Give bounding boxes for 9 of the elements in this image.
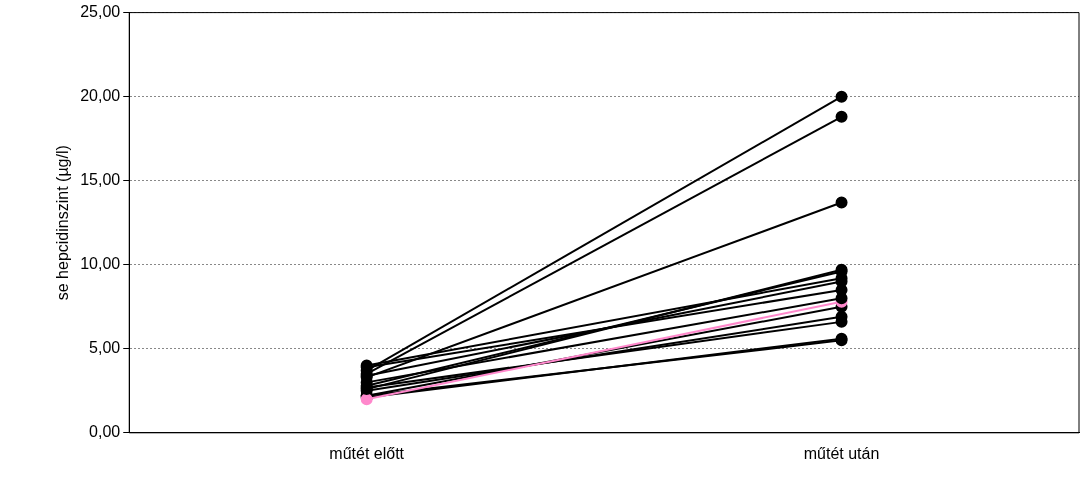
y-axis-title: se hepcidinszint (µg/l) (54, 145, 72, 301)
y-tick-label: 25,00 (80, 3, 121, 21)
x-tick-label: műtét után (803, 444, 880, 462)
x-tick-label: műtét előtt (329, 444, 405, 462)
y-tick-label: 15,00 (80, 171, 121, 189)
y-tick-label: 0,00 (89, 423, 121, 441)
y-tick-label: 10,00 (80, 255, 121, 273)
y-tick-label: 20,00 (80, 87, 121, 105)
y-tick-label: 5,00 (89, 339, 121, 357)
